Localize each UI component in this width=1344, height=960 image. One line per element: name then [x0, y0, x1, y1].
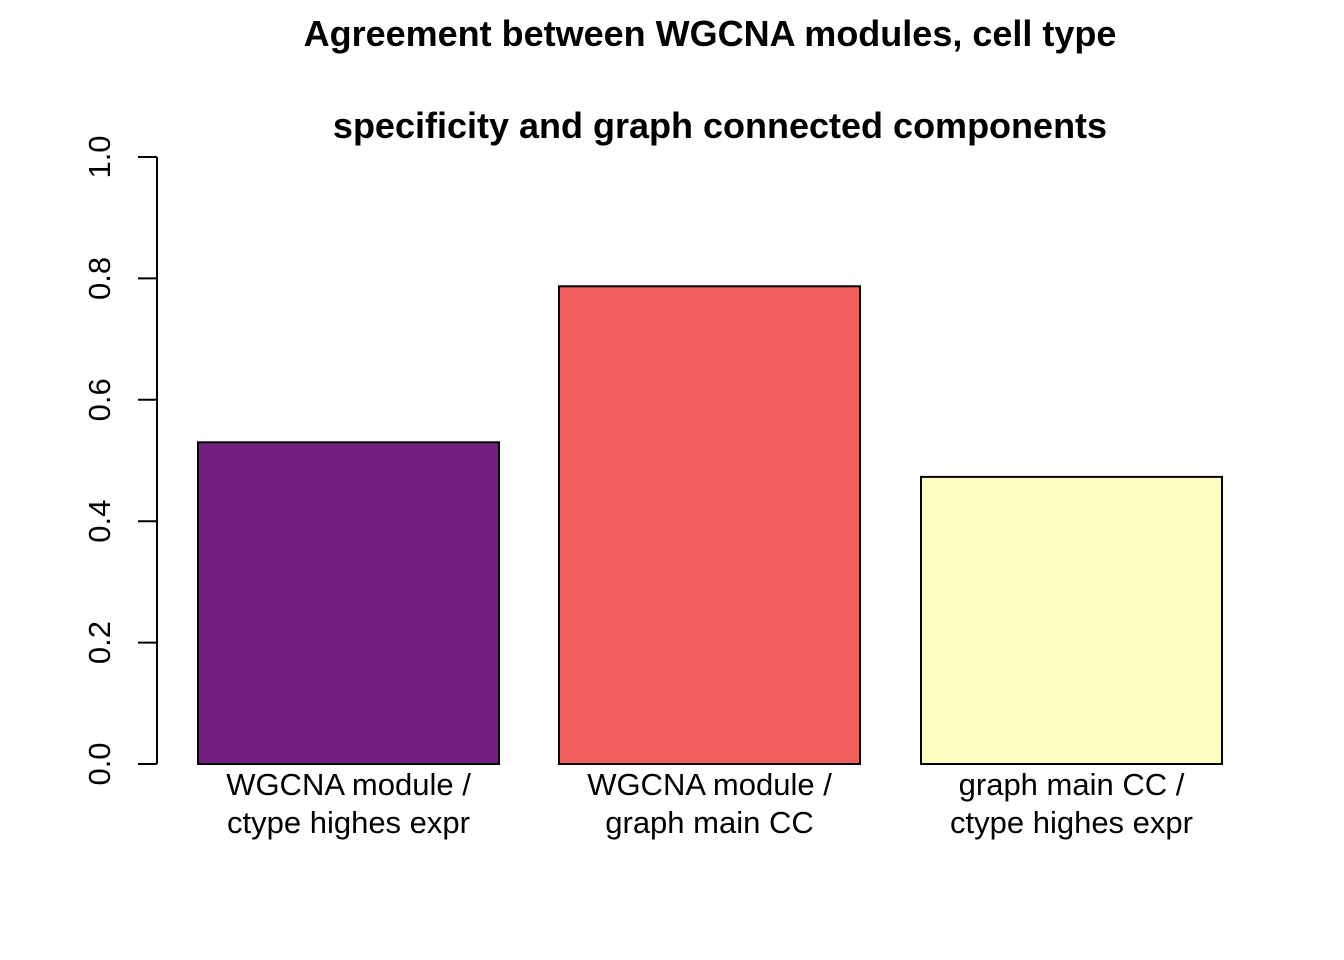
- y-tick-label: 0.8: [82, 257, 117, 300]
- bar: [197, 441, 500, 765]
- bar: [920, 475, 1223, 765]
- x-category-label: WGCNA module /: [587, 767, 832, 802]
- y-tick-label: 1.0: [82, 135, 117, 178]
- y-tick-label: 0.6: [82, 378, 117, 421]
- y-tick-label: 0.4: [82, 500, 117, 543]
- x-category-label: ctype highes expr: [950, 805, 1193, 840]
- bar: [558, 285, 861, 765]
- y-axis: 0.0 0.2 0.4 0.6 0.8 1.0: [82, 135, 158, 786]
- bars-group: [197, 285, 1223, 765]
- x-category-label: graph main CC: [605, 805, 813, 840]
- y-tick-label: 0.0: [82, 742, 117, 785]
- chart-title-line-1: Agreement between WGCNA modules, cell ty…: [304, 13, 1117, 54]
- chart-title-line-2: specificity and graph connected componen…: [333, 105, 1107, 146]
- x-category-label: graph main CC /: [959, 767, 1185, 802]
- x-category-label: ctype highes expr: [227, 805, 470, 840]
- x-category-label: WGCNA module /: [226, 767, 471, 802]
- y-tick-label: 0.2: [82, 621, 117, 664]
